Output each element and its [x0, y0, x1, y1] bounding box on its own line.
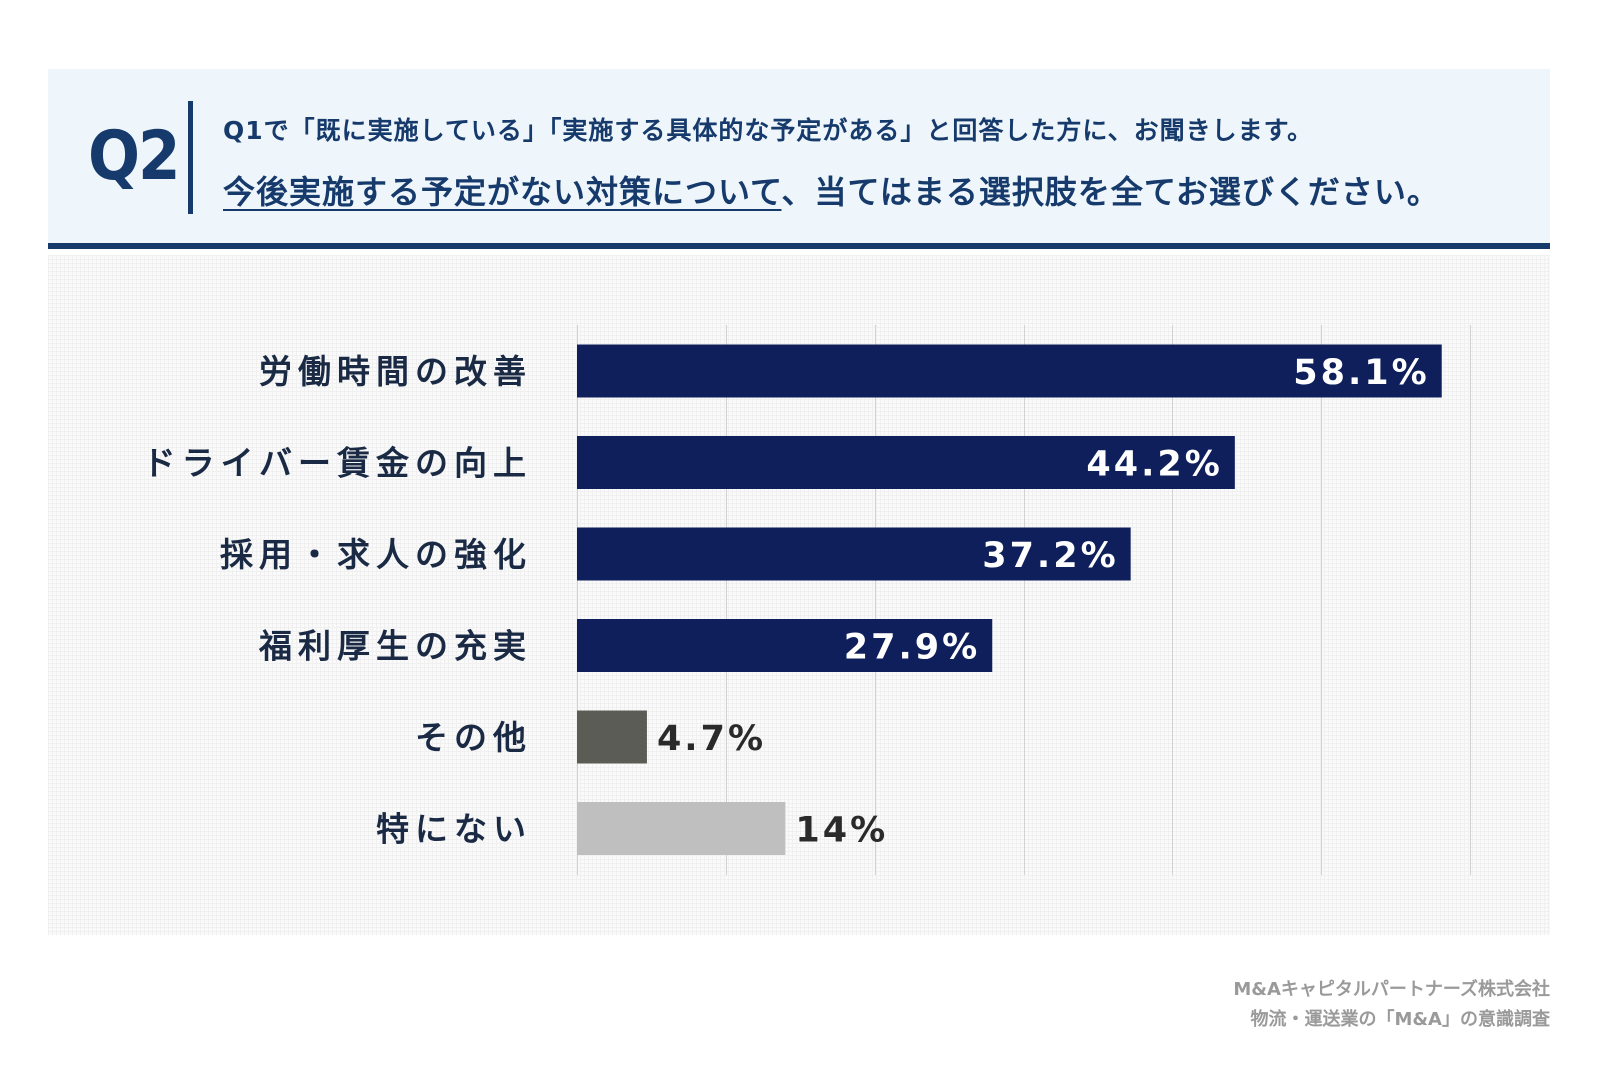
footer-company: M&Aキャピタルパートナーズ株式会社 [1233, 979, 1550, 1000]
category-label: その他 [415, 718, 532, 757]
value-label: 4.7% [657, 719, 766, 759]
bar [577, 344, 1442, 398]
footer-survey: 物流・運送業の「M&A」の意識調査 [1250, 1009, 1550, 1030]
bar [577, 527, 1131, 581]
footer: M&Aキャピタルパートナーズ株式会社 物流・運送業の「M&A」の意識調査 [1233, 975, 1550, 1035]
question-number: Q2 [88, 117, 181, 196]
category-label: 労働時間の改善 [259, 352, 532, 391]
question-text-line1: Q1で「既に実施している」「実施する具体的な予定がある」と回答した方に、お聞きし… [223, 116, 1314, 145]
bar [577, 436, 1235, 489]
value-label: 27.9% [844, 628, 980, 668]
bar [577, 802, 786, 855]
bar [577, 710, 647, 764]
category-label: 採用・求人の強化 [220, 535, 532, 574]
value-label: 58.1% [1293, 353, 1429, 393]
header-divider [188, 101, 193, 214]
value-label: 37.2% [982, 536, 1118, 576]
category-label: 特にない [376, 810, 532, 849]
question-header: Q2 Q1で「既に実施している」「実施する具体的な予定がある」と回答した方に、お… [48, 69, 1550, 249]
value-label: 14% [795, 811, 888, 851]
question-text-line2: 今後実施する予定がない対策について、当てはまる選択肢を全てお選びください。 [223, 167, 1440, 213]
category-label: 福利厚生の充実 [258, 627, 532, 666]
question-text-rest: 、当てはまる選択肢を全てお選びください。 [781, 173, 1440, 211]
bar [577, 619, 993, 672]
question-emphasis: 今後実施する予定がない対策について [223, 173, 782, 211]
plot-background [48, 255, 1550, 935]
value-label: 44.2% [1086, 445, 1222, 485]
category-label: ドライバー賃金の向上 [143, 444, 532, 483]
